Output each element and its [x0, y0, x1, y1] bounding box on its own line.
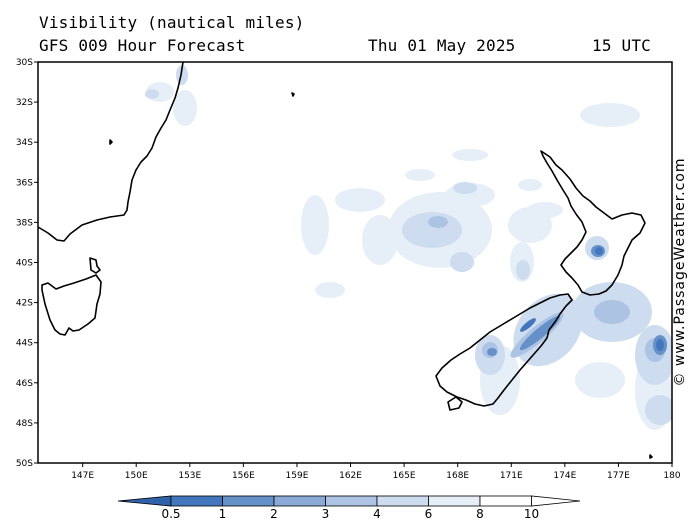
lon-tick-label: 150E [125, 471, 148, 481]
latitude-ticks: 30S 32S 34S 36S 38S 40S 42S 44S 46S 48S 50S [16, 58, 38, 469]
lat-tick-label: 38S [16, 218, 33, 228]
legend-swatch [428, 495, 481, 507]
visibility-shading [145, 65, 672, 430]
lon-tick-label: 165E [393, 471, 416, 481]
lon-tick-label: 171E [500, 471, 523, 481]
lon-tick-label: 180 [663, 471, 680, 481]
legend-swatch [376, 495, 429, 507]
legend-arrow-high [531, 495, 581, 507]
lat-tick-label: 36S [16, 178, 33, 188]
legend-label: 1 [219, 507, 227, 521]
legend-swatch [479, 495, 532, 507]
legend-label: 6 [425, 507, 433, 521]
bass-islands [89, 257, 101, 274]
lat-tick-label: 40S [16, 259, 33, 269]
lat-tick-label: 46S [16, 379, 33, 389]
lord-howe-island [291, 92, 295, 97]
legend-swatch [325, 495, 378, 507]
credit-text: © www.PassageWeather.com [672, 157, 688, 387]
legend-swatch [273, 495, 326, 507]
lon-tick-label: 159E [286, 471, 309, 481]
legend-arrow-low [117, 495, 172, 507]
legend-label: 10 [524, 507, 539, 521]
lon-tick-label: 147E [71, 471, 94, 481]
map-title: Visibility (nautical miles) [39, 13, 305, 32]
north-island-coast [540, 150, 646, 296]
australia-coast [38, 62, 184, 242]
tasmania-coast [41, 274, 102, 336]
legend-swatch [170, 495, 223, 507]
legend-label: 8 [476, 507, 484, 521]
lon-tick-label: 177E [607, 471, 630, 481]
lon-tick-label: 174E [553, 471, 576, 481]
coastline [38, 62, 653, 459]
legend-label: 2 [270, 507, 278, 521]
legend-swatch [222, 495, 275, 507]
south-island-coast [435, 293, 573, 407]
legend-label: 0.5 [161, 507, 180, 521]
lat-tick-label: 32S [16, 98, 33, 108]
lat-tick-label: 34S [16, 138, 33, 148]
lon-tick-label: 156E [232, 471, 255, 481]
map-frame [37, 61, 673, 464]
lat-tick-label: 48S [16, 419, 33, 429]
longitude-ticks: 147E 150E 153E 156E 159E 162E 165E 168E 171E 174E… [71, 463, 681, 481]
legend-label: 3 [322, 507, 330, 521]
stewart-island-coast [447, 396, 463, 411]
forecast-time: 15 UTC [592, 36, 651, 55]
forecast-label: GFS 009 Hour Forecast [39, 36, 246, 55]
lon-tick-label: 162E [339, 471, 362, 481]
lat-tick-label: 50S [16, 459, 33, 469]
lat-tick-label: 30S [16, 58, 33, 68]
lon-tick-label: 153E [178, 471, 201, 481]
visibility-legend: 0.5 1 2 3 4 6 8 10 [117, 495, 581, 521]
lon-tick-label: 168E [446, 471, 469, 481]
lat-tick-label: 42S [16, 299, 33, 309]
forecast-date: Thu 01 May 2025 [368, 36, 516, 55]
legend-label: 4 [373, 507, 381, 521]
lat-tick-label: 44S [16, 339, 33, 349]
